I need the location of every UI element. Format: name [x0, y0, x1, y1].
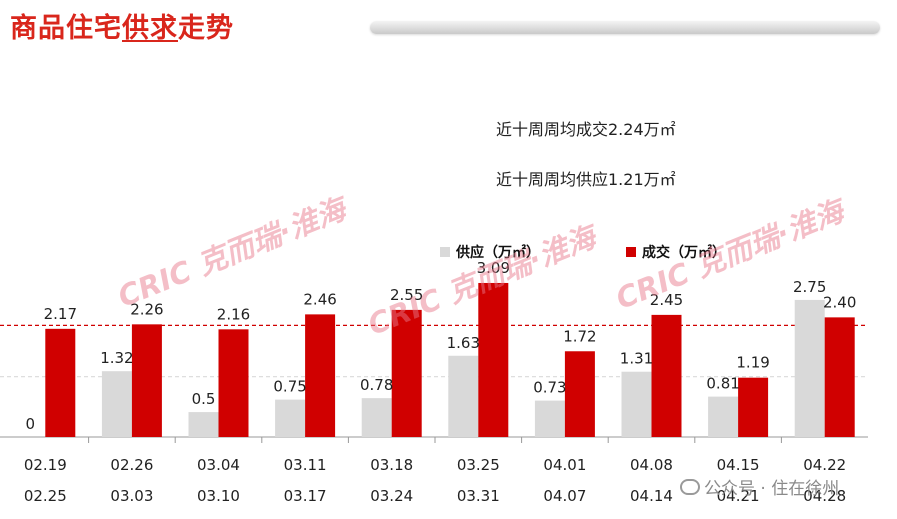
- x-tick-label-start: 02.26: [110, 456, 153, 474]
- data-label-deal: 2.40: [823, 293, 856, 311]
- data-label-deal: 3.09: [477, 259, 510, 277]
- title-decorative-bar: [370, 21, 880, 34]
- legend-swatch-deal: [626, 247, 636, 257]
- footer-account: 公众号 · 住在徐州: [680, 474, 839, 499]
- x-tick-label-start: 04.08: [630, 456, 673, 474]
- legend-label-deal: 成交（万㎡）: [642, 245, 726, 261]
- legend-item-deal: 成交（万㎡）: [626, 242, 726, 262]
- data-label-supply: 1.63: [447, 334, 480, 352]
- x-tick-label-end: 04.07: [543, 487, 586, 505]
- x-tick-label-start: 02.19: [24, 456, 67, 474]
- legend-swatch-supply: [440, 247, 450, 257]
- x-tick-label-start: 03.04: [197, 456, 240, 474]
- bar-supply: [534, 400, 565, 437]
- x-tick-label-end: 03.17: [284, 487, 327, 505]
- note-weekly-avg-deal: 近十周周均成交2.24万㎡: [496, 120, 676, 139]
- bar-supply: [621, 371, 652, 437]
- data-label-deal: 2.17: [44, 305, 77, 323]
- chat-bubble-icon: [680, 479, 700, 495]
- x-tick-label-end: 04.28: [803, 487, 846, 505]
- data-label-supply: 0.75: [273, 378, 306, 396]
- page-title: 商品住宅供求走势: [10, 6, 234, 45]
- legend-item-supply: 供应（万㎡）: [440, 242, 540, 262]
- bar-deal: [305, 314, 336, 437]
- data-label-supply: 0.78: [360, 376, 393, 394]
- x-tick-label-end: 04.14: [630, 487, 673, 505]
- x-tick-label-end: 03.03: [110, 487, 153, 505]
- data-label-deal: 2.55: [390, 286, 423, 304]
- bar-deal: [824, 317, 855, 437]
- bar-deal: [45, 328, 76, 437]
- data-label-supply: 0.5: [192, 390, 216, 408]
- x-tick-label-end: 03.31: [457, 487, 500, 505]
- bar-deal: [738, 377, 769, 437]
- data-label-supply: 1.31: [620, 350, 653, 368]
- title-part-1: 商品住宅: [10, 13, 122, 44]
- footer-text: 公众号 · 住在徐州: [704, 479, 840, 499]
- bar-supply: [275, 399, 306, 437]
- x-tick-label-end: 03.10: [197, 487, 240, 505]
- data-label-supply: 2.75: [793, 278, 826, 296]
- data-label-deal: 2.26: [130, 300, 163, 318]
- data-label-deal: 1.72: [563, 327, 596, 345]
- title-part-2: 走势: [178, 13, 234, 44]
- x-tick-label-end: 02.25: [24, 487, 67, 505]
- bar-deal: [391, 309, 422, 437]
- data-label-deal: 2.16: [217, 305, 250, 323]
- data-label-supply: 1.32: [100, 349, 133, 367]
- bar-supply: [361, 398, 392, 437]
- bar-deal: [651, 314, 682, 437]
- x-tick-label-end: 03.24: [370, 487, 413, 505]
- bar-deal: [564, 351, 595, 437]
- title-part-underlined: 供求: [122, 13, 178, 44]
- bar-deal: [131, 324, 162, 437]
- x-tick-label-start: 04.22: [803, 456, 846, 474]
- x-tick-label-start: 03.25: [457, 456, 500, 474]
- data-label-supply: 0.81: [706, 375, 739, 393]
- note-weekly-avg-supply: 近十周周均供应1.21万㎡: [496, 170, 676, 189]
- x-tick-label-start: 03.11: [284, 456, 327, 474]
- x-tick-label-start: 03.18: [370, 456, 413, 474]
- legend-label-supply: 供应（万㎡）: [456, 245, 540, 261]
- data-label-supply: 0: [26, 415, 36, 433]
- bar-supply: [448, 355, 479, 437]
- data-label-supply: 0.73: [533, 379, 566, 397]
- x-tick-label-end: 04.21: [717, 487, 760, 505]
- data-label-deal: 1.19: [736, 354, 769, 372]
- x-tick-label-start: 04.01: [543, 456, 586, 474]
- bar-supply: [708, 396, 739, 437]
- bar-deal: [478, 282, 509, 437]
- x-tick-label-start: 04.15: [717, 456, 760, 474]
- data-label-deal: 2.45: [650, 291, 683, 309]
- bar-supply: [794, 299, 825, 437]
- data-label-deal: 2.46: [303, 290, 336, 308]
- bar-deal: [218, 329, 249, 437]
- bar-supply: [188, 412, 219, 437]
- bar-supply: [101, 371, 132, 437]
